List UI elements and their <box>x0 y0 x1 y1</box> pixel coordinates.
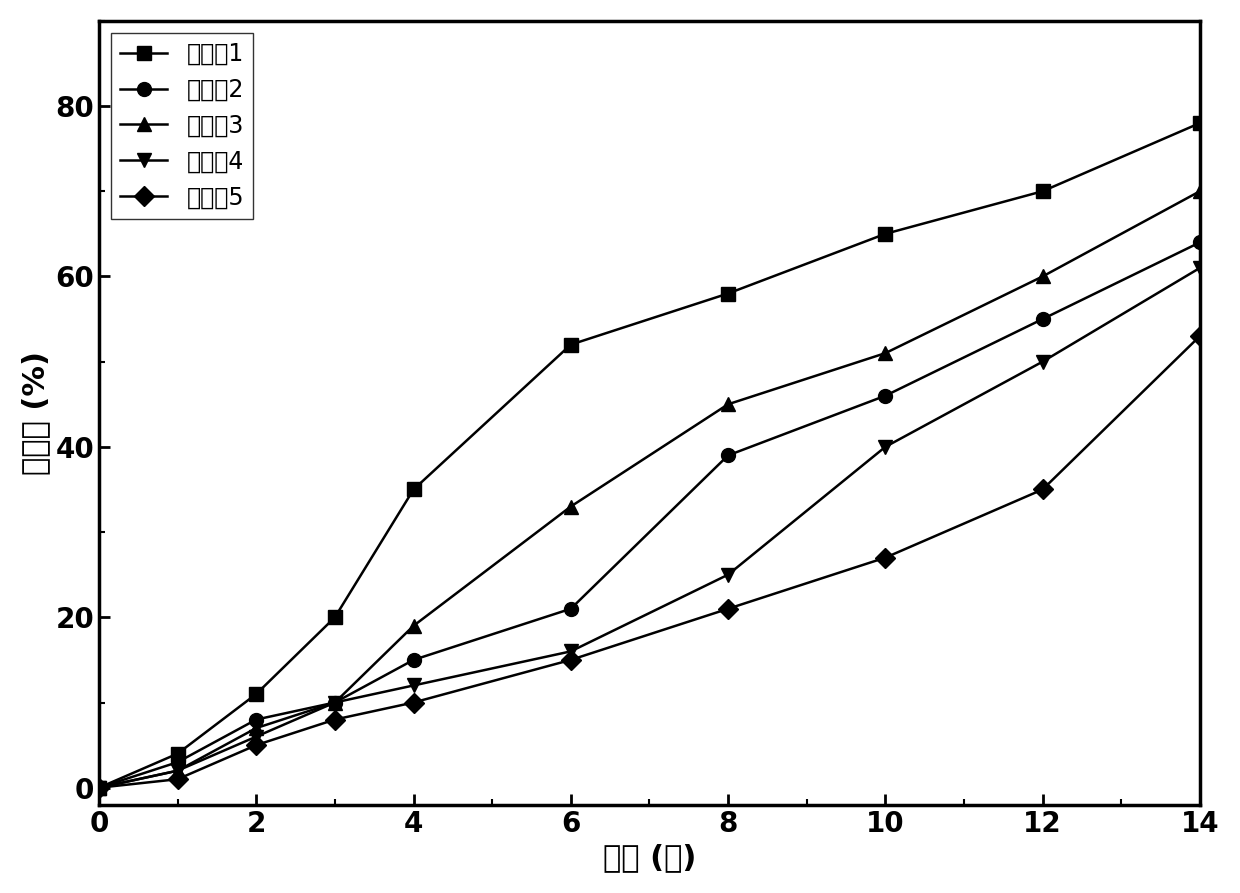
实施例1 <box>720 288 735 299</box>
实施例2 <box>563 604 578 614</box>
实施例3 <box>405 621 420 631</box>
Line: 实施例3: 实施例3 <box>92 184 1207 795</box>
实施例3 <box>878 347 893 358</box>
实施例5 <box>1035 484 1050 495</box>
实施例2 <box>405 655 420 665</box>
Line: 实施例4: 实施例4 <box>92 261 1207 795</box>
Line: 实施例5: 实施例5 <box>92 330 1207 795</box>
实施例1 <box>327 612 342 622</box>
实施例3 <box>170 765 185 776</box>
实施例3 <box>1193 186 1208 196</box>
实施例4 <box>563 646 578 656</box>
实施例5 <box>249 739 264 750</box>
实施例3 <box>327 697 342 708</box>
实施例4 <box>1193 263 1208 273</box>
实施例1 <box>563 339 578 350</box>
实施例5 <box>405 697 420 708</box>
实施例2 <box>1035 313 1050 324</box>
实施例2 <box>878 390 893 401</box>
Legend: 实施例1, 实施例2, 实施例3, 实施例4, 实施例5: 实施例1, 实施例2, 实施例3, 实施例4, 实施例5 <box>110 33 253 219</box>
实施例4 <box>878 441 893 452</box>
实施例3 <box>563 501 578 512</box>
实施例2 <box>1193 237 1208 247</box>
实施例5 <box>563 655 578 665</box>
实施例4 <box>405 680 420 691</box>
实施例3 <box>1035 271 1050 282</box>
实施例2 <box>720 450 735 461</box>
实施例5 <box>170 774 185 785</box>
实施例5 <box>327 714 342 725</box>
实施例5 <box>720 604 735 614</box>
实施例2 <box>249 714 264 725</box>
实施例5 <box>92 782 107 793</box>
实施例4 <box>1035 356 1050 367</box>
实施例1 <box>405 484 420 495</box>
实施例5 <box>878 552 893 563</box>
实施例3 <box>92 782 107 793</box>
实施例4 <box>170 765 185 776</box>
实施例3 <box>720 399 735 410</box>
Line: 实施例1: 实施例1 <box>92 116 1207 795</box>
实施例2 <box>92 782 107 793</box>
实施例4 <box>249 731 264 742</box>
实施例1 <box>92 782 107 793</box>
实施例2 <box>327 697 342 708</box>
实施例1 <box>878 229 893 239</box>
Y-axis label: 失重率 (%): 失重率 (%) <box>21 351 50 475</box>
实施例3 <box>249 722 264 733</box>
实施例1 <box>170 748 185 759</box>
实施例4 <box>720 570 735 580</box>
实施例4 <box>327 697 342 708</box>
X-axis label: 时间 (周): 时间 (周) <box>603 843 696 872</box>
实施例2 <box>170 756 185 767</box>
实施例5 <box>1193 330 1208 341</box>
实施例1 <box>1193 118 1208 129</box>
实施例4 <box>92 782 107 793</box>
实施例1 <box>249 689 264 699</box>
Line: 实施例2: 实施例2 <box>92 236 1207 795</box>
实施例1 <box>1035 186 1050 196</box>
